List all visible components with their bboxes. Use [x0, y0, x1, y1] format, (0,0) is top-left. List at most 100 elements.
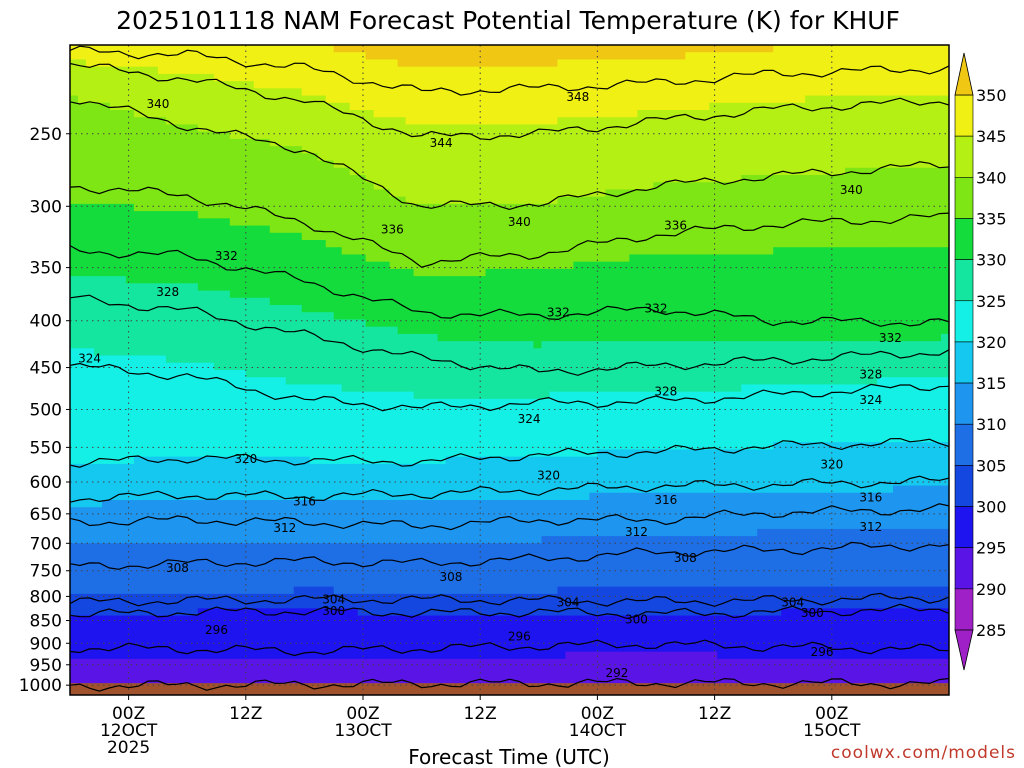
heat-cell	[181, 240, 191, 248]
heat-cell	[477, 579, 487, 588]
heat-cell	[277, 377, 287, 386]
heat-cell	[485, 666, 495, 674]
heat-cell	[237, 268, 247, 277]
heat-cell	[165, 550, 175, 559]
heat-cell	[405, 276, 415, 284]
heat-cell	[389, 608, 399, 617]
heat-cell	[165, 276, 175, 284]
heat-cell	[373, 485, 383, 494]
heat-cell	[149, 153, 159, 162]
heat-cell	[357, 52, 367, 61]
heat-cell	[397, 268, 407, 277]
heat-cell	[373, 175, 383, 183]
heat-cell	[445, 167, 455, 176]
heat-cell	[173, 203, 183, 212]
heat-cell	[77, 370, 87, 378]
heat-cell	[413, 406, 423, 414]
heat-cell	[485, 196, 495, 205]
heat-cell	[133, 138, 143, 147]
heat-cell	[421, 449, 431, 458]
heat-cell	[389, 196, 399, 205]
heat-cell	[165, 81, 175, 89]
heat-cell	[453, 102, 463, 111]
heat-cell	[461, 579, 471, 588]
heat-cell	[205, 110, 215, 118]
heat-cell	[277, 673, 287, 682]
heat-cell	[77, 427, 87, 436]
heat-cell	[213, 167, 223, 176]
heat-cell	[165, 124, 175, 133]
heat-cell	[501, 622, 511, 631]
heat-cell	[101, 203, 111, 212]
heat-cell	[189, 586, 199, 595]
heat-cell	[501, 565, 511, 573]
heat-cell	[173, 550, 183, 559]
heat-cell	[70, 601, 79, 609]
heat-cell	[477, 471, 487, 479]
heat-cell	[197, 247, 207, 256]
heat-cell	[349, 528, 359, 537]
heat-cell	[301, 463, 311, 472]
heat-cell	[157, 377, 167, 386]
heat-cell	[245, 362, 255, 371]
heat-cell	[125, 572, 135, 581]
heat-cell	[253, 290, 263, 299]
heat-cell	[405, 232, 415, 241]
heat-cell	[405, 543, 415, 552]
heat-cell	[125, 268, 135, 277]
heat-cell	[461, 66, 471, 75]
heat-cell	[141, 297, 151, 306]
heat-cell	[189, 362, 199, 371]
heat-cell	[341, 326, 351, 335]
heat-cell	[277, 644, 287, 653]
heat-cell	[93, 543, 103, 552]
heat-cell	[70, 420, 79, 429]
heat-cell	[421, 572, 431, 581]
heat-cell	[397, 326, 407, 335]
heat-cell	[181, 124, 191, 133]
heat-cell	[301, 644, 311, 653]
heat-cell	[325, 500, 335, 508]
heat-cell	[301, 73, 311, 82]
heat-cell	[317, 586, 327, 595]
heat-cell	[245, 514, 255, 523]
heat-cell	[349, 232, 359, 241]
heat-cell	[157, 630, 167, 638]
heat-cell	[221, 283, 231, 292]
heat-cell	[365, 160, 375, 169]
heat-cell	[501, 500, 511, 508]
heat-cell	[85, 146, 95, 154]
heat-cell	[421, 247, 431, 256]
heat-cell	[461, 225, 471, 234]
heat-cell	[181, 73, 191, 82]
heat-cell	[341, 666, 351, 674]
heat-cell	[501, 333, 511, 342]
heat-cell	[149, 110, 159, 118]
heat-cell	[237, 413, 247, 422]
heat-cell	[205, 81, 215, 89]
heat-cell	[93, 398, 103, 407]
heat-cell	[237, 586, 247, 595]
heat-cell	[141, 579, 151, 588]
heat-cell	[285, 240, 295, 248]
heat-cell	[485, 456, 495, 465]
heat-cell	[429, 377, 439, 386]
heat-cell	[149, 146, 159, 154]
heat-cell	[381, 673, 391, 682]
heat-cell	[165, 218, 175, 227]
heat-cell	[317, 492, 327, 501]
heat-cell	[397, 59, 407, 68]
heat-cell	[229, 355, 239, 364]
heat-cell	[405, 492, 415, 501]
heat-cell	[389, 138, 399, 147]
heat-cell	[381, 492, 391, 501]
heat-cell	[269, 81, 279, 89]
heat-cell	[205, 283, 215, 292]
heat-cell	[301, 565, 311, 573]
heat-cell	[165, 297, 175, 306]
heat-cell	[293, 88, 303, 97]
heat-cell	[461, 305, 471, 313]
heat-cell	[405, 514, 415, 523]
heat-cell	[221, 189, 231, 198]
heat-cell	[293, 485, 303, 494]
